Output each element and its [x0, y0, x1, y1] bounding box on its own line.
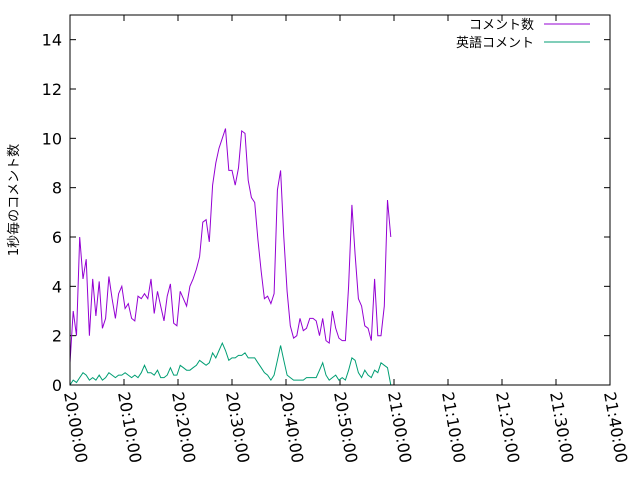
- y-tick-label: 2: [52, 327, 62, 346]
- legend-label: コメント数: [469, 18, 534, 33]
- plot-frame: [69, 14, 611, 386]
- x-tick-label: 20:40:00: [276, 390, 307, 464]
- x-tick-label: 20:30:00: [222, 390, 253, 464]
- y-axis-label: 1秒毎のコメント数: [6, 144, 22, 256]
- series-line-0: [69, 128, 392, 363]
- x-tick-label: 20:10:00: [114, 390, 145, 464]
- y-tick-label: 8: [52, 179, 62, 198]
- series-layer: [69, 128, 392, 386]
- y-tick-label: 4: [52, 277, 62, 296]
- y-tick-label: 6: [52, 228, 62, 247]
- y-tick-label: 14: [42, 31, 62, 50]
- x-tick-label: 21:00:00: [384, 390, 415, 464]
- y-axis-ticks: 0 2 4 6 8 10 12 14: [42, 31, 610, 395]
- y-tick-label: 12: [42, 80, 62, 99]
- series-line-1: [69, 341, 392, 386]
- legend-label: 英語コメント: [456, 35, 534, 51]
- y-tick-label: 0: [52, 376, 62, 395]
- x-tick-label: 20:00:00: [60, 390, 91, 464]
- x-tick-label: 21:40:00: [600, 390, 631, 464]
- x-tick-label: 20:50:00: [330, 390, 361, 464]
- x-tick-label: 21:30:00: [546, 390, 577, 464]
- x-tick-label: 20:20:00: [168, 390, 199, 464]
- y-tick-label: 10: [42, 129, 62, 148]
- x-tick-label: 21:20:00: [492, 390, 523, 464]
- x-tick-label: 21:10:00: [438, 390, 469, 464]
